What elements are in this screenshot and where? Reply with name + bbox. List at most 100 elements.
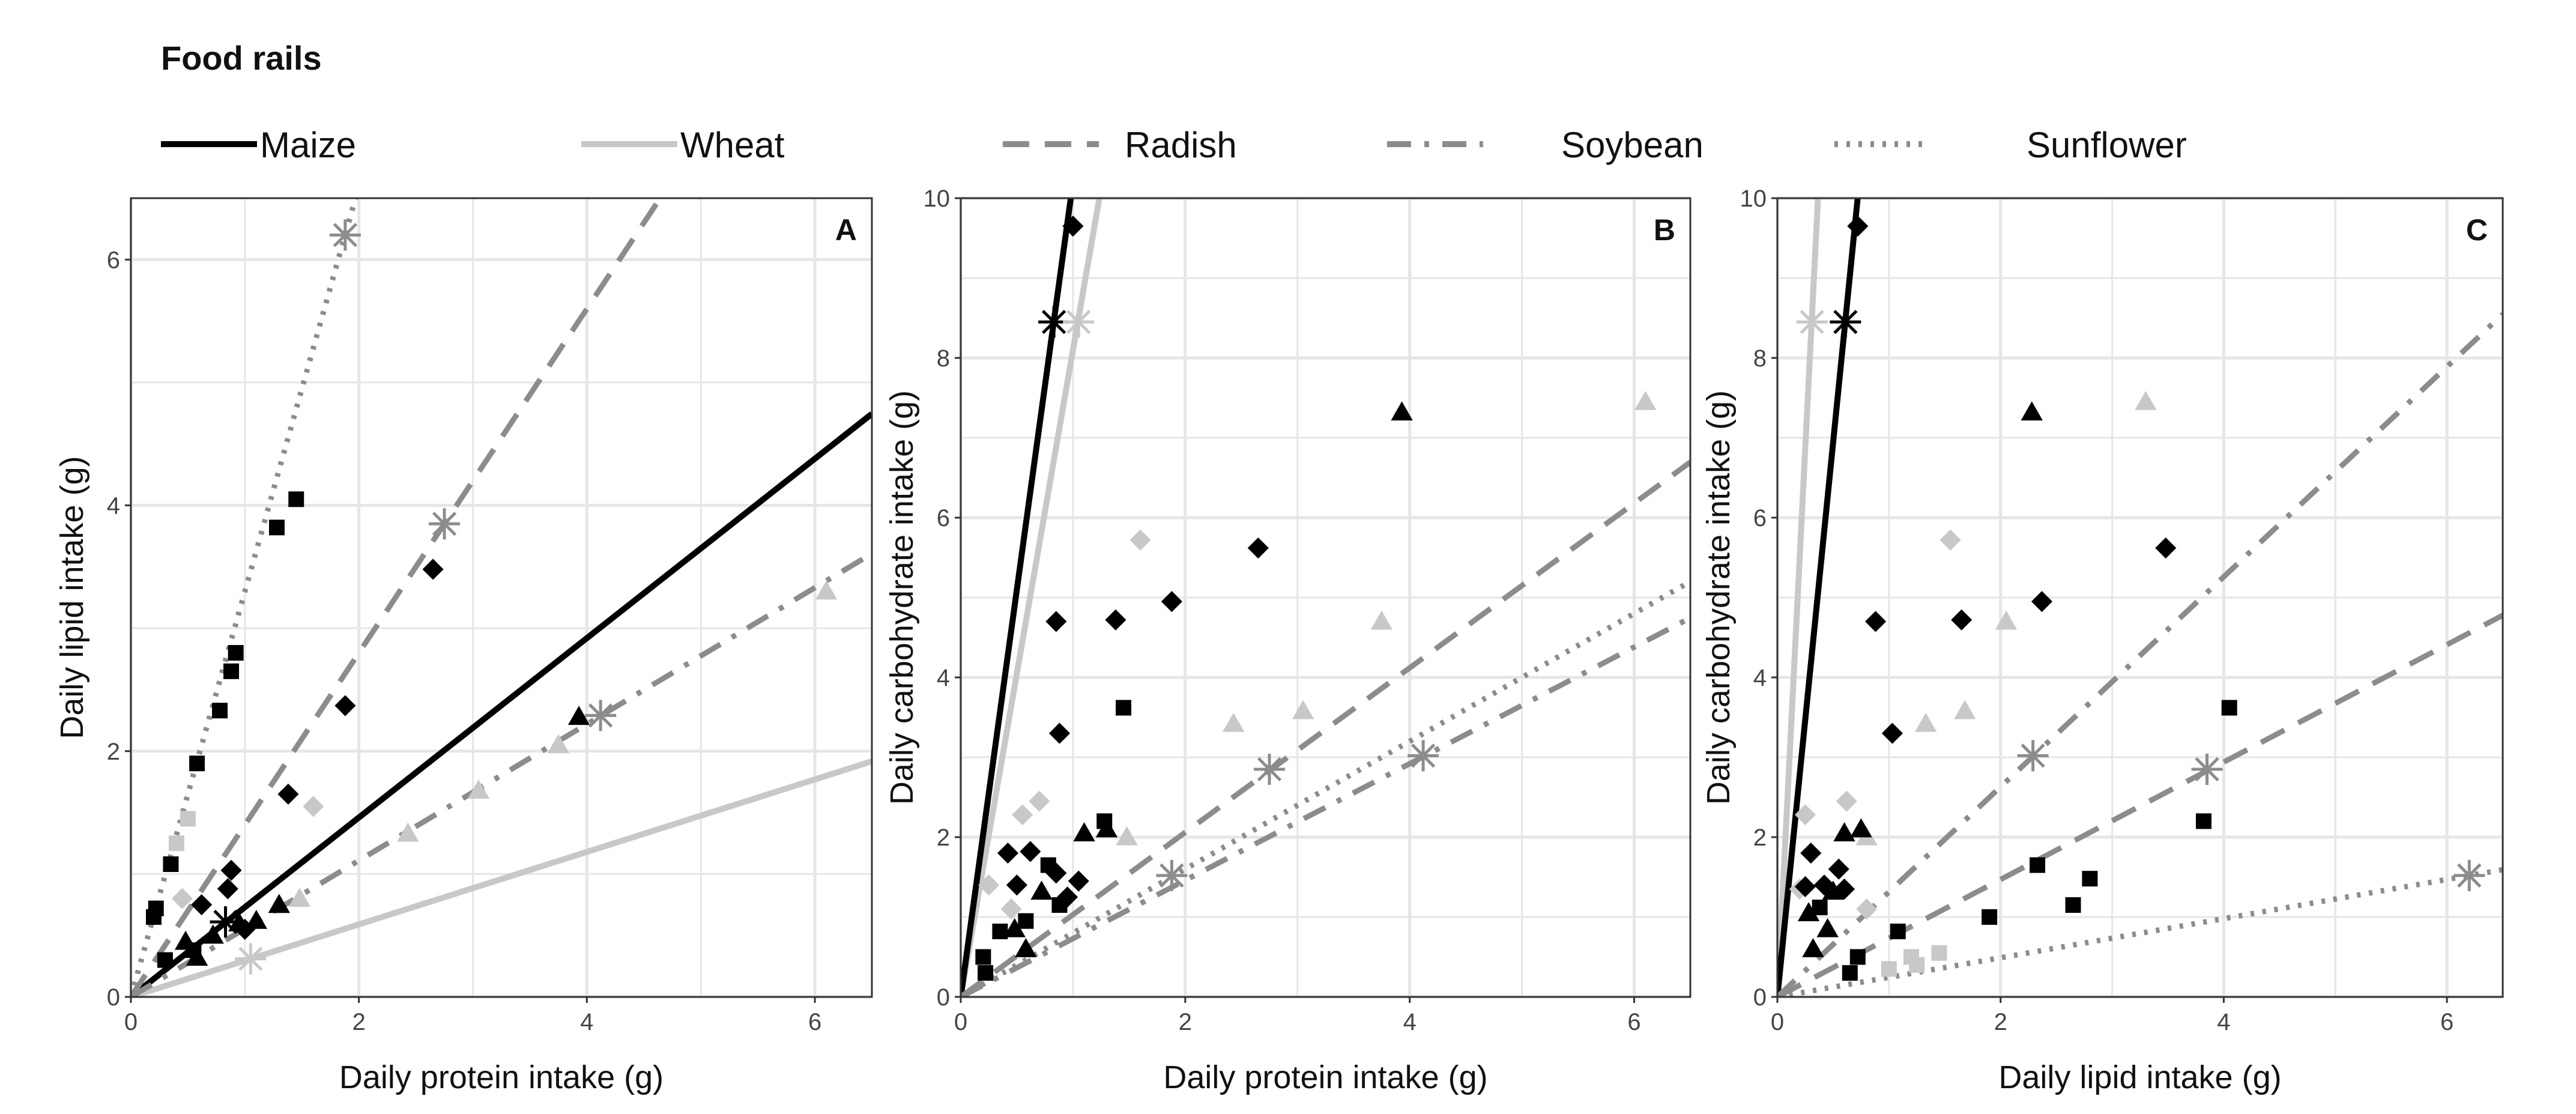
y-tick-label: 8 [937, 345, 950, 372]
data-point-black [1030, 880, 1053, 900]
rails-a [131, 198, 872, 997]
data-point-grey [978, 874, 1000, 896]
data-point-grey [2135, 390, 2157, 410]
legend-label-soybean: Soybean [1561, 125, 1704, 165]
data-point-black [2155, 537, 2177, 559]
y-tick-label: 8 [1753, 345, 1767, 372]
rails-b [961, 198, 1690, 997]
points-c [1789, 216, 2237, 981]
rails-c [1777, 198, 2503, 997]
data-point-grey [180, 811, 196, 827]
rail-soybean [131, 551, 872, 997]
data-point-grey [1223, 712, 1245, 732]
data-point-black [1833, 878, 1855, 900]
food-star-maize [1830, 306, 1861, 338]
y-tick-label: 6 [1753, 505, 1767, 531]
y-tick-label: 6 [107, 247, 120, 273]
data-point-black [1018, 913, 1034, 929]
rail-radish [1777, 613, 2503, 997]
x-axis-title: Daily protein intake (g) [1163, 1059, 1487, 1095]
legend-item-sunflower: Sunflower [1834, 125, 2187, 165]
data-point-grey [467, 779, 490, 799]
data-point-black [2082, 871, 2098, 887]
data-point-black [1813, 874, 1835, 896]
ticks-c: 0 2 4 6 0 2 4 6 8 10 [1740, 186, 2454, 1035]
food-star-sunflower [1156, 859, 1188, 891]
food-star-sunflower [2454, 859, 2485, 891]
data-point-black [1006, 874, 1028, 896]
rail-radish [131, 198, 664, 997]
x-tick-label: 2 [1994, 1009, 2007, 1035]
rail-wheat [131, 758, 872, 997]
food-star-radish [2191, 753, 2223, 785]
food-stars-c [1796, 306, 2485, 891]
panel-c: 0 2 4 6 0 2 4 6 8 10 Daily lipid intake (g) Daily c… [1701, 186, 2504, 1095]
data-point-black [1833, 822, 1855, 841]
legend-title: Food rails [161, 39, 322, 77]
data-point-black [189, 755, 205, 772]
data-point-black [1095, 818, 1118, 838]
data-point-grey [1856, 898, 1878, 920]
rail-maize [131, 411, 872, 997]
data-point-black [997, 843, 1019, 864]
data-point-grey [288, 888, 311, 907]
panel-letter: C [2466, 213, 2488, 247]
rail-radish [961, 459, 1690, 997]
ticks-b: 0 2 4 6 0 2 4 6 8 10 [924, 186, 1641, 1035]
y-tick-label: 4 [937, 665, 950, 691]
data-point-black [2195, 813, 2212, 829]
data-point-black [186, 946, 208, 966]
data-point-grey [1903, 949, 1920, 965]
legend-label-sunflower: Sunflower [2027, 125, 2187, 165]
y-axis-title: Daily lipid intake (g) [54, 456, 90, 739]
data-point-black [2065, 897, 2081, 913]
points-b [975, 216, 1657, 981]
rail-wheat [961, 198, 1102, 997]
x-tick-label: 6 [2440, 1009, 2454, 1035]
panel-frame-a [130, 197, 873, 998]
legend-item-maize: Maize [161, 125, 356, 165]
x-tick-label: 6 [1627, 1009, 1640, 1035]
y-axis-title: Daily carbohydrate intake (g) [884, 390, 920, 805]
data-point-black [1881, 722, 1903, 744]
data-point-black [1105, 609, 1126, 631]
points-a [145, 491, 838, 968]
x-axis-title: Daily protein intake (g) [339, 1059, 664, 1095]
data-point-black [1864, 611, 1887, 632]
data-point-black [2031, 591, 2053, 613]
y-tick-label: 10 [1740, 186, 1767, 212]
rail-wheat [1777, 198, 1821, 997]
x-tick-label: 4 [1403, 1009, 1416, 1035]
y-tick-label: 4 [1753, 665, 1767, 691]
data-point-black [1073, 822, 1095, 841]
food-star-wheat [1063, 306, 1095, 338]
data-point-black [978, 965, 994, 981]
grid-c [1776, 196, 2503, 999]
food-star-wheat [1796, 306, 1828, 338]
food-star-wheat [235, 943, 267, 975]
data-point-grey [1931, 945, 1947, 961]
food-star-soybean [585, 700, 617, 731]
y-tick-label: 0 [107, 984, 120, 1011]
data-point-black [212, 703, 228, 719]
legend-label-radish: Radish [1125, 125, 1237, 165]
data-point-black [1822, 880, 1845, 900]
y-tick-label: 0 [1753, 984, 1767, 1011]
grid-b [959, 196, 1690, 999]
data-point-black [1828, 858, 1849, 880]
data-point-black [1890, 923, 1906, 939]
data-point-black [1802, 938, 1824, 957]
data-point-grey [303, 796, 324, 817]
legend-label-maize: Maize [260, 125, 356, 165]
data-point-grey [1129, 529, 1151, 551]
data-point-black [1247, 537, 1269, 559]
data-point-black [1045, 611, 1067, 632]
data-point-black [288, 491, 304, 507]
data-point-grey [1954, 700, 1976, 719]
rail-sunflower [1777, 867, 2503, 997]
data-point-black [1847, 216, 1869, 237]
food-star-radish [1254, 753, 1286, 785]
data-point-black [228, 645, 244, 661]
data-point-grey [1370, 610, 1393, 630]
